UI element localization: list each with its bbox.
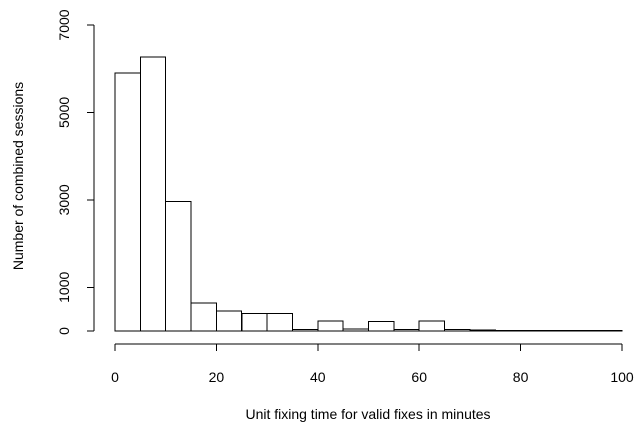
y-tick-label: 0	[56, 327, 72, 335]
histogram-bar	[241, 313, 268, 332]
histogram-bar	[368, 320, 395, 332]
y-axis: 0 1000 3000 5000 7000	[56, 9, 95, 335]
histogram-bar	[190, 302, 217, 332]
histogram-bar	[444, 328, 471, 332]
histogram-bars	[114, 56, 623, 332]
y-tick-label: 7000	[56, 9, 72, 40]
y-ticks: 0 1000 3000 5000 7000	[56, 9, 94, 335]
x-ticks: 0 20 40 60 80 100	[111, 344, 634, 385]
histogram-bar	[469, 329, 496, 332]
histogram-bar	[114, 72, 141, 332]
x-axis: 0 20 40 60 80 100	[111, 343, 634, 385]
histogram-bar	[317, 320, 344, 332]
y-tick-label: 5000	[56, 97, 72, 128]
x-tick-label: 100	[610, 369, 634, 385]
histogram-bar	[139, 56, 167, 332]
x-axis-title: Unit fixing time for valid fixes in minu…	[245, 406, 490, 422]
x-tick-label: 60	[411, 369, 427, 385]
histogram-bar	[165, 201, 192, 332]
histogram-bar	[266, 313, 293, 332]
x-tick-label: 80	[513, 369, 529, 385]
x-tick-label: 20	[209, 369, 225, 385]
histogram-bar	[418, 320, 446, 332]
histogram-bar	[342, 328, 370, 332]
y-tick-label: 3000	[56, 184, 72, 215]
y-axis-title: Number of combined sessions	[10, 82, 26, 270]
histogram-bar	[291, 328, 319, 332]
y-tick-label: 1000	[56, 272, 72, 303]
x-tick-label: 0	[111, 369, 119, 385]
histogram-bar	[393, 328, 420, 332]
histogram-bar	[215, 310, 243, 332]
x-tick-label: 40	[310, 369, 326, 385]
